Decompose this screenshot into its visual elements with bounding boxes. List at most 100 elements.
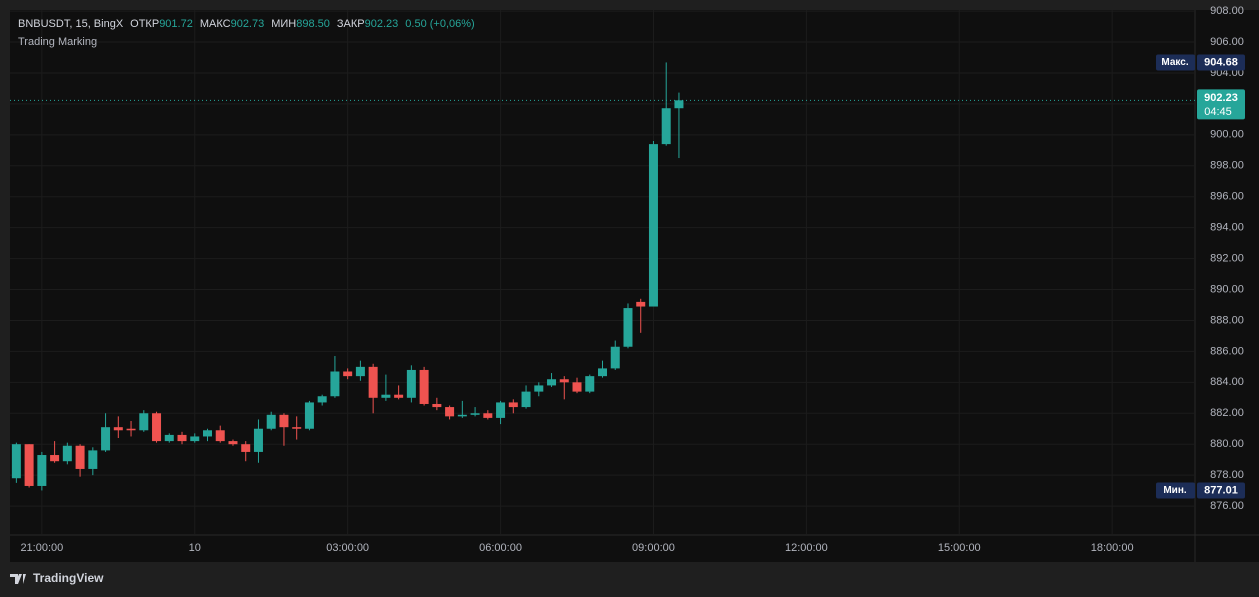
candle-body — [152, 413, 162, 442]
y-tick-label: 878.00 — [1210, 469, 1244, 481]
candle-body — [661, 108, 671, 145]
max-name-badge — [1156, 54, 1195, 71]
legend-value: 898.50 — [296, 18, 330, 30]
last-price-badge — [1197, 89, 1245, 120]
y-tick-label: 888.00 — [1210, 314, 1244, 326]
candle-body — [585, 376, 595, 392]
candle-body — [368, 366, 378, 398]
min-value: 877.01 — [1204, 484, 1238, 496]
candle-body — [559, 379, 569, 383]
candle-body — [470, 413, 480, 415]
candle-body — [139, 413, 149, 431]
y-tick-label: 886.00 — [1210, 345, 1244, 357]
candle-body — [304, 402, 314, 429]
legend-label: ЗАКР — [337, 18, 365, 30]
x-tick-label: 21:00:00 — [20, 542, 63, 554]
candle-body — [24, 444, 34, 486]
y-tick-label: 898.00 — [1210, 160, 1244, 172]
legend-change: 0.50 (+0,06%) — [405, 18, 474, 30]
candle-body — [432, 403, 442, 408]
candle-body — [406, 369, 416, 398]
min-name: Мин. — [1163, 485, 1187, 496]
y-tick-label: 884.00 — [1210, 376, 1244, 388]
candle-body — [636, 301, 646, 307]
candle-body — [113, 427, 123, 431]
y-tick-label: 882.00 — [1210, 407, 1244, 419]
candle-body — [623, 308, 633, 347]
candle-body — [228, 441, 238, 445]
candle-body — [101, 427, 111, 451]
y-tick-label: 908.00 — [1210, 5, 1244, 17]
countdown: 04:45 — [1204, 106, 1232, 118]
candle-body — [11, 444, 21, 479]
legend: BNBUSDT, 15, BingX ОТКР901.72 МАКС902.73 МИ… — [18, 18, 475, 30]
candle-body — [521, 391, 531, 408]
y-tick-label: 896.00 — [1210, 191, 1244, 203]
candle-body — [75, 445, 85, 469]
candle-body — [215, 430, 225, 442]
legend-label: МИН — [271, 18, 296, 30]
min-value-badge — [1197, 482, 1245, 499]
candle-body — [343, 371, 353, 377]
y-tick-label: 892.00 — [1210, 252, 1244, 264]
candle-body — [419, 369, 429, 404]
x-tick-label: 12:00:00 — [785, 542, 828, 554]
candle-body — [37, 455, 47, 486]
candle-body — [674, 100, 684, 109]
candle-body — [598, 368, 607, 377]
last-price-label: 902.23 — [1204, 92, 1238, 104]
candle-body — [241, 444, 251, 452]
symbol: BNBUSDT, 15, BingX — [18, 18, 124, 30]
candle-body — [547, 379, 557, 386]
candle-body — [177, 434, 187, 442]
candle-body — [62, 445, 72, 462]
y-tick-label: 890.00 — [1210, 283, 1244, 295]
candle-body — [126, 428, 136, 431]
legend-label: ОТКР — [130, 18, 159, 30]
min-name-badge — [1156, 482, 1195, 499]
candle-body — [445, 407, 455, 417]
candle-body — [394, 394, 404, 398]
indicator-name: Trading Marking — [18, 36, 97, 48]
candle-body — [610, 346, 620, 369]
candle-body — [534, 385, 544, 392]
candle-body — [572, 382, 582, 392]
x-tick-label: 18:00:00 — [1091, 542, 1134, 554]
x-tick-label: 03:00:00 — [326, 542, 369, 554]
candle-body — [457, 414, 467, 417]
x-tick-label: 15:00:00 — [938, 542, 981, 554]
legend-value: 902.73 — [231, 18, 265, 30]
candle-body — [266, 414, 276, 429]
candle-body — [508, 402, 518, 408]
candle-body — [88, 450, 98, 469]
x-tick-label: 09:00:00 — [632, 542, 675, 554]
logo — [10, 574, 26, 584]
legend-label: МАКС — [200, 18, 231, 30]
candle-body — [496, 402, 506, 418]
candle-body — [381, 394, 391, 398]
y-tick-label: 894.00 — [1210, 222, 1244, 234]
candle-body — [292, 427, 302, 429]
x-tick-label: 06:00:00 — [479, 542, 522, 554]
candle-body — [50, 455, 60, 462]
x-tick-label: 10 — [189, 542, 201, 554]
max-value-badge — [1197, 54, 1245, 71]
candle-body — [164, 434, 174, 442]
max-value: 904.68 — [1204, 56, 1238, 68]
legend-value: 901.72 — [159, 18, 193, 30]
candle-body — [203, 430, 212, 437]
max-name: Макс. — [1161, 57, 1188, 68]
candle-body — [330, 371, 340, 397]
brand: TradingView — [33, 571, 104, 585]
candle-body — [279, 414, 289, 428]
candle-body — [483, 413, 493, 418]
y-tick-label: 900.00 — [1210, 129, 1244, 141]
candle-body — [317, 396, 327, 403]
y-tick-label: 880.00 — [1210, 438, 1244, 450]
candle-body — [190, 436, 200, 442]
y-tick-label: 876.00 — [1210, 500, 1244, 512]
candle-body — [253, 428, 263, 452]
candle-body — [648, 144, 658, 307]
legend-value: 902.23 — [365, 18, 399, 30]
